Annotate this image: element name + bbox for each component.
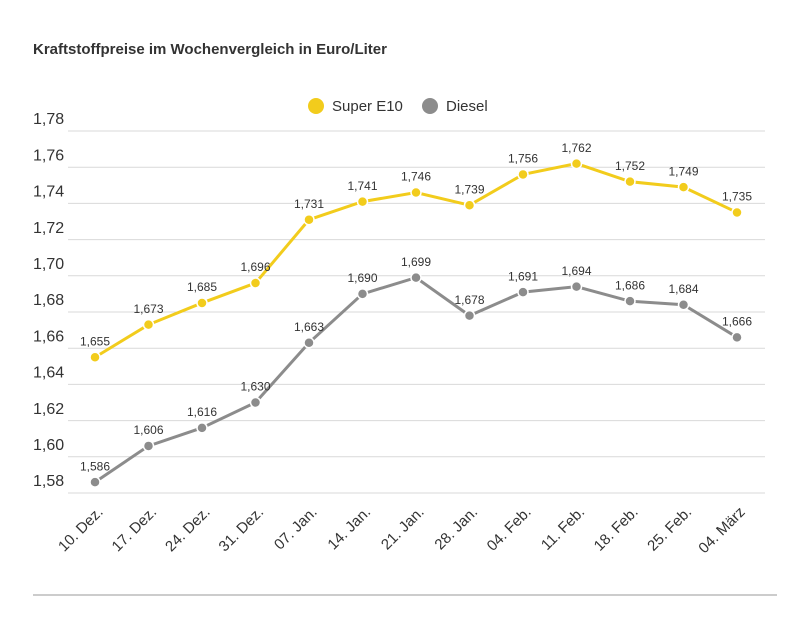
legend-label: Diesel: [446, 98, 488, 115]
data-point: [356, 195, 369, 208]
x-tick-label: 11. Feb.: [538, 504, 588, 554]
x-tick-label: 21. Jan.: [378, 504, 428, 554]
data-point: [624, 175, 636, 188]
y-tick-label: 1,68: [33, 292, 64, 309]
data-label: 1,739: [454, 182, 484, 196]
data-label: 1,616: [187, 405, 217, 419]
data-label: 1,684: [668, 282, 698, 296]
data-point: [142, 318, 155, 331]
data-label: 1,685: [187, 280, 217, 294]
data-label: 1,666: [722, 315, 752, 329]
data-point: [624, 295, 636, 307]
y-tick-label: 1,64: [33, 365, 64, 382]
data-label: 1,746: [401, 170, 431, 184]
data-point: [303, 213, 315, 226]
data-point: [142, 440, 155, 452]
data-label: 1,741: [347, 179, 377, 193]
data-point: [731, 331, 743, 344]
data-point: [677, 181, 690, 193]
y-tick-label: 1,78: [33, 111, 64, 128]
chart-title: Kraftstoffpreise im Wochenvergleich in E…: [33, 41, 387, 58]
data-point: [303, 337, 315, 349]
data-label: 1,686: [615, 278, 645, 292]
data-point: [570, 157, 583, 170]
data-point: [410, 271, 422, 284]
data-label: 1,690: [347, 271, 377, 285]
data-label: 1,663: [294, 320, 324, 334]
data-point: [249, 396, 262, 409]
data-point: [196, 297, 208, 309]
data-label: 1,586: [80, 459, 110, 473]
data-label: 1,762: [561, 141, 591, 155]
data-point: [249, 277, 262, 289]
data-label: 1,749: [668, 164, 698, 178]
data-label: 1,678: [454, 293, 484, 307]
y-tick-label: 1,60: [33, 437, 64, 454]
data-point: [570, 280, 583, 293]
data-label: 1,673: [133, 302, 163, 316]
y-tick-label: 1,76: [33, 147, 64, 164]
y-tick-label: 1,66: [33, 328, 64, 345]
legend-label: Super E10: [332, 98, 403, 115]
data-point: [463, 199, 476, 211]
x-tick-label: 31. Dez.: [216, 504, 268, 556]
x-tick-label: 25. Feb.: [644, 504, 695, 555]
data-point: [356, 288, 369, 300]
data-label: 1,699: [401, 255, 431, 269]
data-point: [89, 476, 101, 488]
data-point: [410, 186, 422, 199]
data-point: [196, 422, 208, 434]
data-label: 1,731: [294, 197, 324, 211]
x-tick-label: 17. Dez.: [109, 504, 161, 556]
data-label: 1,691: [508, 269, 538, 283]
y-tick-label: 1,70: [33, 256, 64, 273]
x-tick-label: 04. Feb.: [484, 504, 535, 555]
x-tick-label: 07. Jan.: [271, 504, 321, 554]
data-point: [731, 206, 743, 219]
x-tick-label: 10. Dez.: [55, 504, 107, 556]
x-tick-label: 18. Feb.: [591, 504, 642, 555]
x-tick-label: 28. Jan.: [431, 504, 481, 554]
data-label: 1,696: [240, 260, 270, 274]
legend-marker: [422, 98, 438, 114]
data-label: 1,655: [80, 334, 110, 348]
y-tick-label: 1,58: [33, 473, 64, 490]
x-tick-label: 14. Jan.: [324, 504, 374, 554]
data-label: 1,630: [240, 380, 270, 394]
y-tick-label: 1,62: [33, 401, 64, 418]
data-label: 1,756: [508, 152, 538, 166]
data-point: [677, 299, 690, 311]
y-tick-label: 1,74: [33, 184, 64, 201]
y-tick-label: 1,72: [33, 220, 64, 237]
x-tick-label: 24. Dez.: [162, 504, 214, 556]
data-point: [517, 286, 529, 298]
data-point: [463, 309, 476, 322]
data-point: [517, 168, 529, 181]
data-point: [89, 351, 101, 363]
data-label: 1,694: [561, 264, 591, 278]
data-label: 1,606: [133, 423, 163, 437]
data-label: 1,735: [722, 190, 752, 204]
x-tick-label: 04. März: [695, 504, 748, 557]
legend-marker: [308, 98, 324, 114]
data-label: 1,752: [615, 159, 645, 173]
